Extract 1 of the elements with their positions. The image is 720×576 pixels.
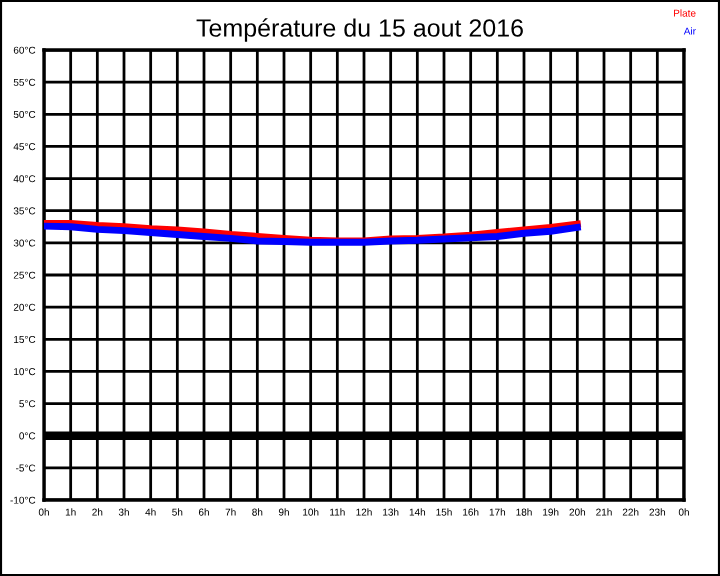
chart-title: Température du 15 aout 2016 bbox=[196, 18, 523, 42]
